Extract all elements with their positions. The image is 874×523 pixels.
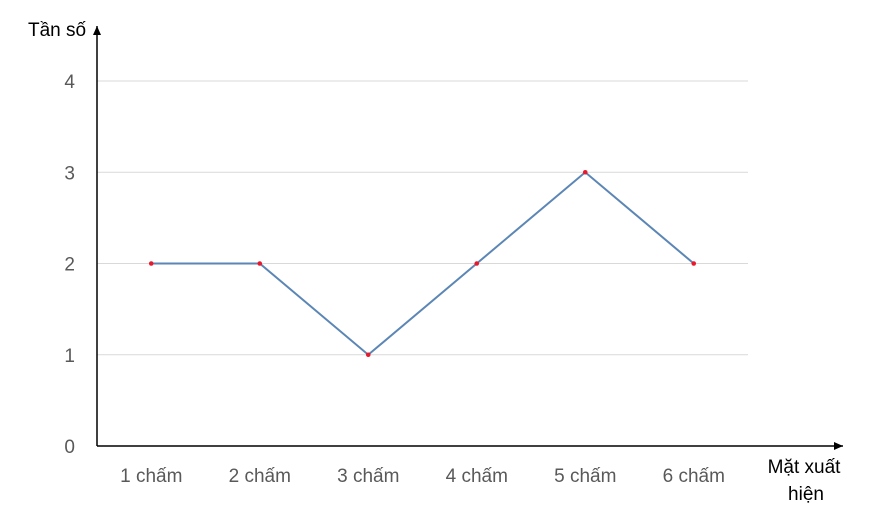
- data-point: [257, 261, 263, 266]
- x-tick-label: 5 chấm: [554, 466, 616, 487]
- data-point: [148, 261, 154, 266]
- data-point: [365, 352, 371, 358]
- y-tick-label: 1: [64, 346, 75, 367]
- data-point: [582, 169, 588, 175]
- x-tick-label: 1 chấm: [120, 466, 182, 487]
- data-point: [691, 261, 697, 266]
- y-tick-label: 4: [64, 72, 75, 93]
- y-tick-label: 0: [64, 437, 75, 458]
- series-markers: [148, 169, 697, 358]
- x-tick-labels: 1 chấm 2 chấm 3 chấm 4 chấm 5 chấm 6 chấm: [120, 466, 725, 487]
- x-tick-label: 3 chấm: [337, 466, 399, 487]
- y-axis-title: Tần số: [28, 20, 87, 41]
- x-tick-label: 4 chấm: [446, 466, 508, 487]
- x-tick-label: 6 chấm: [663, 466, 725, 487]
- x-axis-title-line-1: Mặt xuất: [768, 457, 842, 478]
- y-tick-labels: 0 1 2 3 4: [64, 72, 75, 458]
- data-point: [474, 261, 480, 266]
- gridlines: [97, 80, 748, 356]
- y-tick-label: 3: [64, 163, 75, 184]
- x-axis-title-line-2: hiện: [788, 484, 824, 505]
- y-tick-label: 2: [64, 255, 75, 276]
- series-line: [151, 170, 695, 357]
- x-tick-label: 2 chấm: [229, 466, 291, 487]
